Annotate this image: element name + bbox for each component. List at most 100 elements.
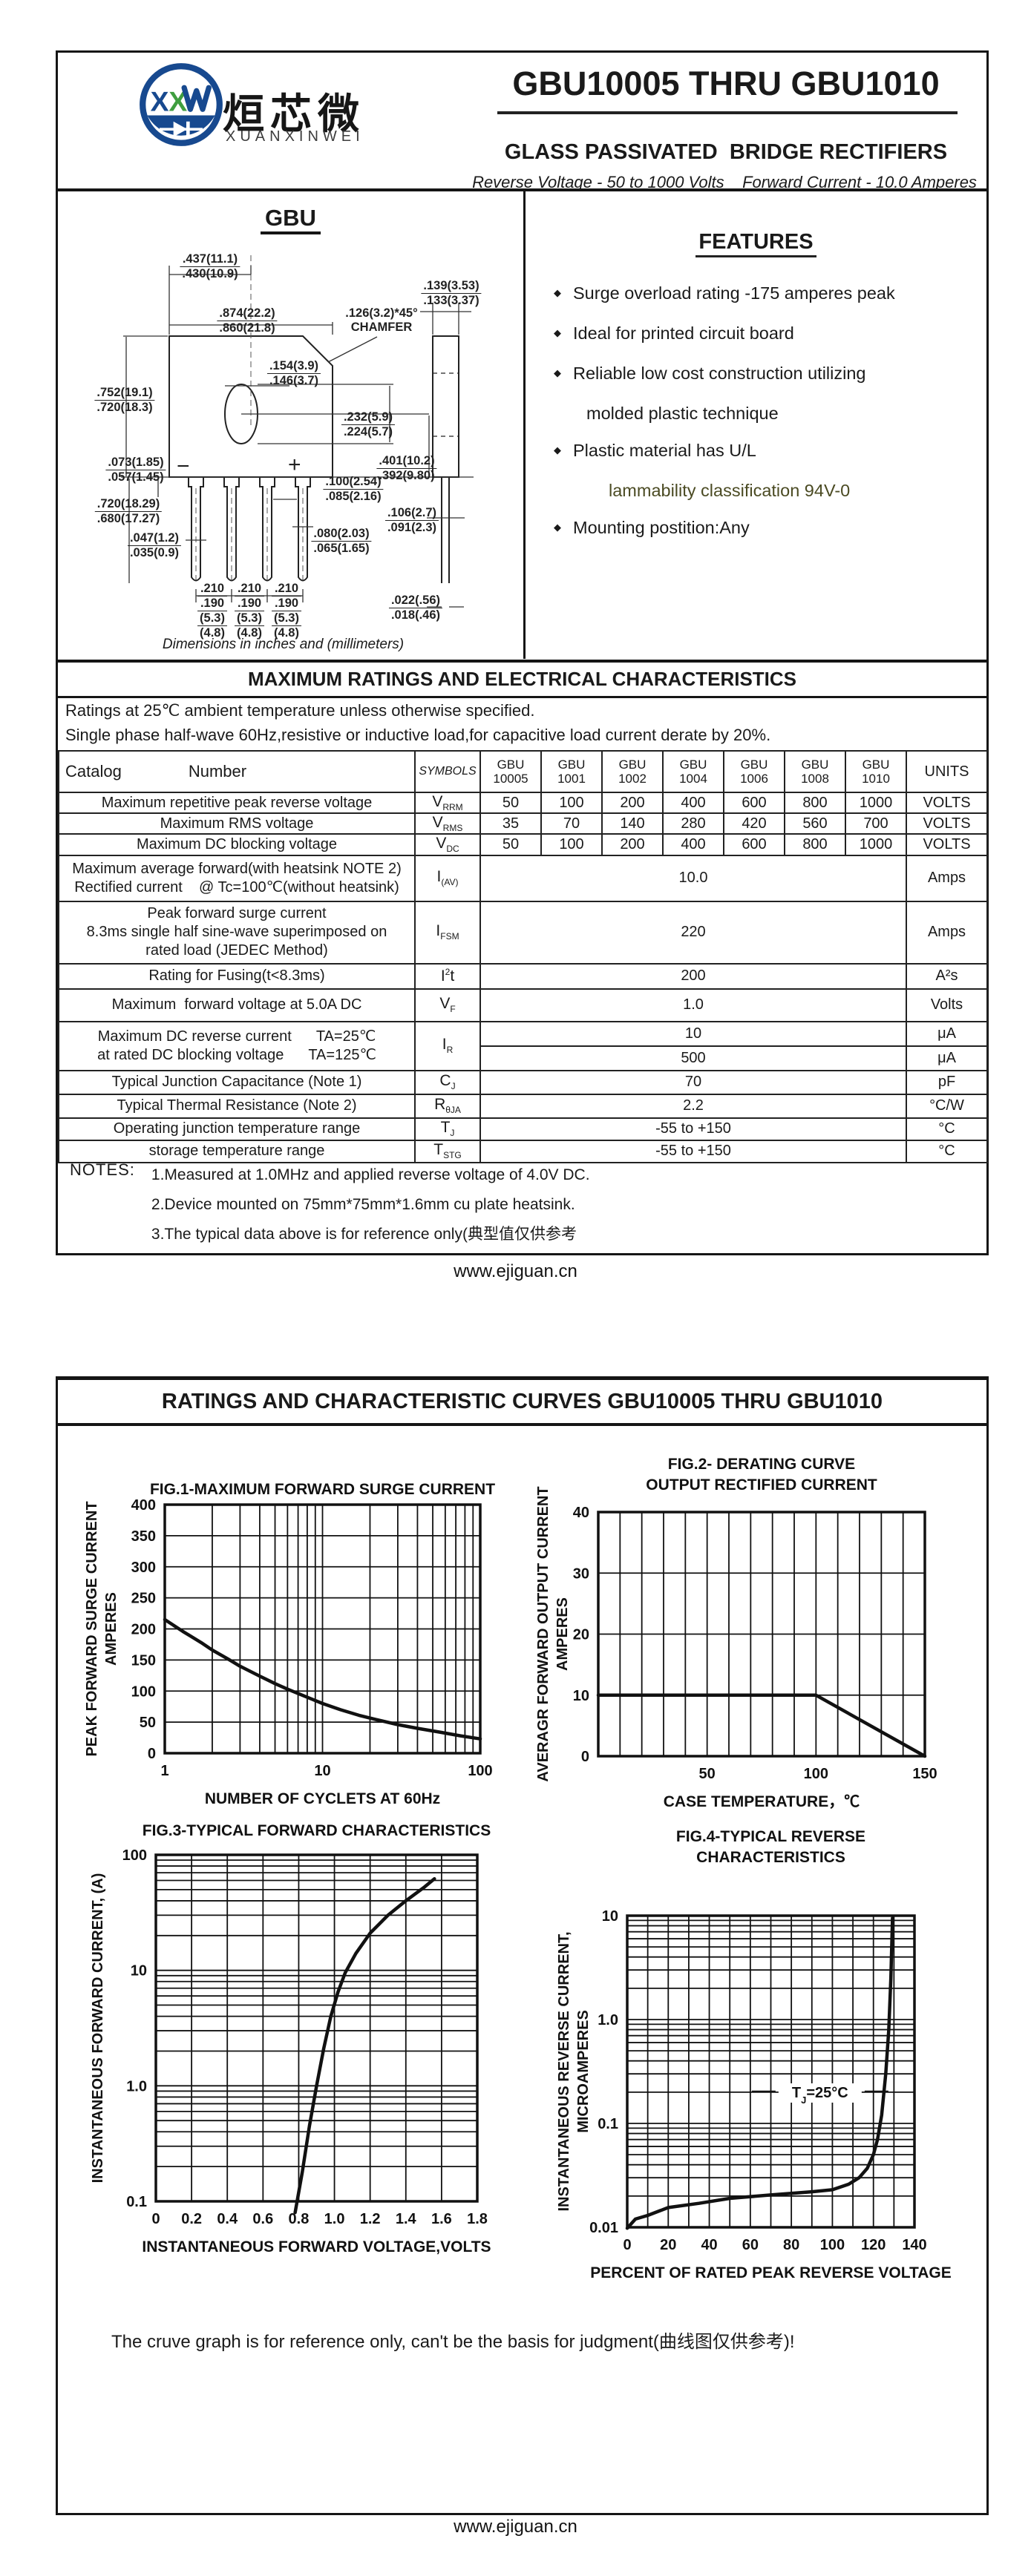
row-parameter: Rating for Fusing(t<8.3ms) xyxy=(58,962,416,990)
row-symbol: I(AV) xyxy=(414,854,481,902)
dim-label: .073(1.85) .057(1.45) xyxy=(105,456,166,484)
logo-letter-w xyxy=(181,85,212,112)
row-symbol: VRMS xyxy=(414,812,481,835)
curves-disclaimer: The cruve graph is for reference only, c… xyxy=(111,2332,795,2352)
row-value: 500 xyxy=(480,1045,907,1071)
notes-block: NOTES: 1.Measured at 1.0MHz and applied … xyxy=(70,1160,590,1249)
chart-text: 100 xyxy=(804,1766,828,1782)
note-item: 2.Device mounted on 75mm*75mm*1.6mm cu p… xyxy=(151,1196,575,1213)
row-value: 2.2 xyxy=(480,1093,907,1119)
chart-text: 200 xyxy=(131,1622,156,1638)
features-title: FEATURES xyxy=(526,230,986,257)
dim-label: .080(2.03) .065(1.65) xyxy=(311,527,372,556)
chart-text: 140 xyxy=(902,2237,926,2253)
ratings-conditions: Ratings at 25℃ ambient temperature unles… xyxy=(65,698,770,747)
ratings-banner: MAXIMUM RATINGS AND ELECTRICAL CHARACTER… xyxy=(58,660,986,698)
row-value: 400 xyxy=(662,833,724,856)
row-value: 10.0 xyxy=(480,854,907,902)
col-header-model: GBU 1002 xyxy=(601,750,664,793)
chart-text: 60 xyxy=(742,2237,759,2253)
chart-text: 120 xyxy=(861,2237,886,2253)
row-parameter: Maximum repetitive peak reverse voltage xyxy=(58,791,416,815)
company-name-en: XUANXINWEI xyxy=(226,128,364,145)
header-divider xyxy=(58,188,986,191)
chart-text: 10 xyxy=(131,1963,147,1979)
dim-label: .874(22.2) .860(21.8) xyxy=(217,306,278,335)
fig4-chart: 0 20 40 60 80 100 120 140 0.01 0.1 1.0 10 FIG.4-TYPI… xyxy=(556,1828,952,2281)
row-parameter: Typical Thermal Resistance (Note 2) xyxy=(58,1093,416,1119)
row-symbol: TSTG xyxy=(414,1139,481,1163)
fig2: 50 100 150 0 10 20 30 40 FIG.2- DERATING CURVE OU… xyxy=(533,1453,986,1842)
chart-text: NUMBER OF CYCLETS AT 60Hz xyxy=(205,1790,440,1807)
row-symbol: IFSM xyxy=(414,900,481,965)
chart-text: AVERAGR FORWARD OUTPUT CURRENT xyxy=(535,1486,551,1781)
feature-text: molded plastic technique xyxy=(586,404,779,423)
fig1: 1 10 100 0 50 100 150 200 250 300 350 400 FIG.1-MAXI… xyxy=(80,1481,555,1842)
polarity-plus: + xyxy=(288,453,301,477)
feature-item: ◆ Plastic material has U/L lammability cla… xyxy=(548,432,981,509)
chart-text: 150 xyxy=(912,1766,937,1782)
note-item: 3.The typical data above is for referenc… xyxy=(151,1226,577,1243)
chart-text: 20 xyxy=(573,1627,589,1643)
dim-label: .139(3.53) .133(3.37) xyxy=(421,279,482,308)
chart-text: 0 xyxy=(581,1749,589,1765)
row-value: 1.0 xyxy=(480,988,907,1022)
dim-label: .437(11.1) .430(10.9) xyxy=(180,252,240,281)
fig3: 0 0.2 0.4 0.6 0.8 1.0 1.2 1.4 1.6 1.8 0.1 1.0 10 100 F… xyxy=(80,1822,555,2287)
col-header-catalog-number: Catalog Number xyxy=(58,750,416,793)
chart-text: 1.0 xyxy=(598,2012,618,2028)
chart-text: 0 xyxy=(148,1746,156,1762)
chart-text: 0.01 xyxy=(589,2220,618,2236)
dim-label: .210.190 (5.3) (4.8) xyxy=(197,582,227,640)
row-value: -55 to +150 xyxy=(480,1117,907,1141)
row-parameter: Maximum RMS voltage xyxy=(58,812,416,835)
ratings-condition-1: Ratings at 25℃ ambient temperature unles… xyxy=(65,701,535,720)
feature-item: ◆ Surge overload rating -175 amperes peak xyxy=(548,275,981,315)
row-parameter: Maximum DC blocking voltage xyxy=(58,833,416,856)
chart-text: INSTANTANEOUS FORWARD VOLTAGE,VOLTS xyxy=(142,2238,491,2255)
fig2-chart: 50 100 150 0 10 20 30 40 FIG.2- DERATING CURVE OU… xyxy=(535,1456,937,1810)
chart-text: OUTPUT RECTIFIED CURRENT xyxy=(646,1476,877,1494)
row-symbol: VRRM xyxy=(414,791,481,815)
chart-text: 50 xyxy=(699,1766,716,1782)
chart-text: 0.2 xyxy=(181,2211,202,2227)
feature-text: lammability classification 94V-0 xyxy=(609,481,851,500)
chart-text: 1 xyxy=(160,1763,168,1779)
chart-text: INSTANTANEOUS FORWARD CURRENT, (A) xyxy=(90,1873,106,2184)
row-value: 700 xyxy=(845,812,907,835)
row-value: 70 xyxy=(480,1069,907,1095)
dimensions-footnote: Dimensions in inches and (millimeters) xyxy=(162,637,405,652)
package-drawing-panel: GBU xyxy=(58,191,526,659)
row-units: °C xyxy=(906,1139,988,1163)
page-title: GBU10005 THRU GBU1010 xyxy=(512,65,940,102)
chart-text: 10 xyxy=(602,1908,618,1925)
chart-text: 80 xyxy=(783,2237,799,2253)
chart-text: 150 xyxy=(131,1652,156,1669)
dim-label: .210.190 (5.3) (4.8) xyxy=(272,582,301,640)
chart-text: 40 xyxy=(701,2237,717,2253)
bullet-icon: ◆ xyxy=(554,327,561,338)
feature-text: ◆ Mounting postition:Any xyxy=(548,509,981,549)
row-value: 560 xyxy=(784,812,846,835)
row-value: 600 xyxy=(723,833,785,856)
polarity-minus: − xyxy=(177,454,190,479)
dim-label: .126(3.2)*45° CHAMFER xyxy=(345,306,418,334)
chart-text: CASE TEMPERATURE，℃ xyxy=(664,1793,860,1810)
dim-label: .106(2.7) .091(2.3) xyxy=(384,506,439,535)
col-header-model: GBU 1010 xyxy=(845,750,907,793)
row-parameter: Peak forward surge current 8.3ms single h… xyxy=(58,900,416,965)
row-value: 10 xyxy=(480,1020,907,1047)
chart-text: 10 xyxy=(314,1763,330,1779)
chart-text: CHARACTERISTICS xyxy=(696,1849,845,1866)
dim-label: .047(1.2) .035(0.9) xyxy=(127,531,182,560)
bullet-icon: ◆ xyxy=(554,367,561,378)
row-value: 600 xyxy=(723,791,785,815)
chart-text: 300 xyxy=(131,1560,156,1576)
features-list: ◆ Surge overload rating -175 amperes peak… xyxy=(548,275,981,549)
chart-text: 0.6 xyxy=(252,2211,273,2227)
page-2: RATINGS AND CHARACTERISTIC CURVES GBU100… xyxy=(56,1376,989,2515)
row-value: 400 xyxy=(662,791,724,815)
row-units: Volts xyxy=(906,988,988,1022)
company-logo: X X xyxy=(140,63,223,146)
row-value: 100 xyxy=(540,791,603,815)
